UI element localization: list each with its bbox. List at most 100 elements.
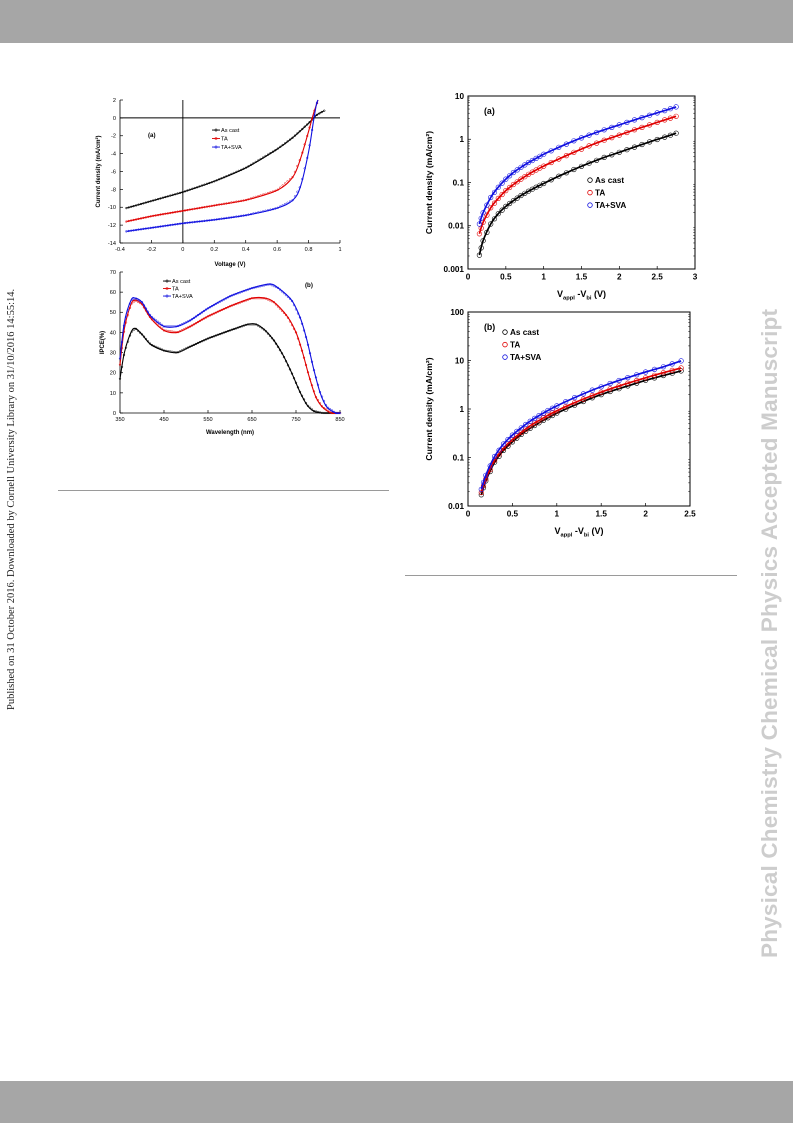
- legend-label: TA+SVA: [172, 294, 193, 300]
- data-point: [308, 121, 311, 124]
- data-point: [149, 215, 152, 218]
- data-point: [182, 328, 186, 331]
- data-point: [128, 334, 132, 337]
- data-point: [262, 210, 265, 213]
- data-point: [254, 195, 257, 199]
- series-line: [119, 323, 341, 414]
- x-tick-label: 2: [617, 273, 622, 282]
- data-point: [154, 214, 157, 217]
- data-point: [170, 350, 174, 353]
- left-separator-rule: [58, 490, 389, 491]
- data-point: [293, 170, 297, 174]
- data-point: [556, 156, 562, 162]
- data-point: [264, 283, 268, 287]
- data-point: [178, 323, 182, 327]
- data-point: [130, 302, 134, 305]
- data-point: [607, 386, 613, 392]
- series-ta: [118, 296, 342, 415]
- data-point: [315, 101, 319, 105]
- y-tick-label: -10: [108, 205, 116, 211]
- data-point: [678, 365, 684, 371]
- data-point: [264, 297, 268, 300]
- data-point: [166, 350, 170, 353]
- data-point: [294, 331, 298, 334]
- data-point: [244, 289, 248, 292]
- data-point: [328, 408, 332, 411]
- data-point: [183, 221, 187, 225]
- data-point: [624, 147, 630, 153]
- data-point: [268, 334, 272, 338]
- data-point: [478, 245, 484, 251]
- y-tick-label: -8: [111, 187, 116, 193]
- data-point: [200, 340, 204, 343]
- data-point: [323, 109, 326, 112]
- data-point: [200, 184, 204, 187]
- data-point: [238, 301, 242, 304]
- data-point: [214, 302, 218, 306]
- data-point: [286, 140, 289, 143]
- legend-marker: [165, 287, 169, 290]
- data-point: [556, 173, 562, 179]
- data-point: [651, 372, 658, 378]
- data-point: [510, 198, 517, 204]
- data-point: [268, 299, 272, 302]
- data-point: [522, 162, 528, 168]
- data-point: [202, 309, 206, 313]
- series-as-cast: [476, 130, 679, 258]
- data-point: [215, 179, 218, 182]
- legend-label: As cast: [172, 279, 191, 285]
- data-point: [127, 206, 130, 209]
- data-point: [159, 197, 162, 200]
- legend-marker: [502, 341, 508, 348]
- data-point: [298, 130, 301, 133]
- data-point: [176, 351, 180, 354]
- data-point: [186, 346, 190, 349]
- data-point: [242, 324, 246, 327]
- data-point: [293, 134, 297, 137]
- data-point: [169, 194, 172, 197]
- data-point: [196, 313, 200, 317]
- y-tick-label: 70: [110, 270, 116, 276]
- data-point: [282, 311, 286, 315]
- data-point: [266, 332, 270, 335]
- data-point: [240, 325, 244, 328]
- data-point: [230, 294, 234, 297]
- data-point: [298, 316, 302, 319]
- data-point: [548, 148, 554, 154]
- data-point: [616, 377, 622, 384]
- data-point: [514, 195, 520, 201]
- data-point: [172, 350, 176, 354]
- data-point: [536, 413, 542, 419]
- data-point: [166, 212, 169, 215]
- legend-marker: [214, 137, 218, 140]
- data-point: [480, 238, 486, 244]
- data-point: [624, 119, 630, 125]
- y-axis-title: Current density (mA/cm²): [95, 135, 102, 207]
- data-point: [240, 290, 244, 293]
- data-point: [609, 135, 615, 141]
- data-point: [134, 204, 138, 207]
- data-point: [193, 220, 196, 224]
- data-point: [625, 380, 631, 386]
- data-point: [212, 335, 216, 338]
- data-point: [128, 302, 132, 305]
- data-point: [563, 404, 569, 410]
- data-point: [200, 318, 204, 321]
- data-point: [132, 204, 135, 208]
- data-point: [269, 191, 272, 194]
- data-point: [224, 306, 228, 310]
- data-point: [296, 164, 299, 168]
- data-point: [252, 286, 256, 289]
- data-point: [156, 323, 160, 327]
- data-point: [580, 396, 587, 402]
- data-point: [548, 159, 554, 166]
- data-point: [160, 323, 164, 327]
- data-point: [198, 319, 202, 323]
- data-point: [127, 229, 130, 233]
- data-point: [586, 160, 592, 166]
- data-point: [589, 387, 595, 393]
- data-point: [315, 113, 319, 117]
- data-point: [616, 132, 622, 138]
- data-point: [318, 390, 322, 394]
- data-point: [218, 203, 221, 206]
